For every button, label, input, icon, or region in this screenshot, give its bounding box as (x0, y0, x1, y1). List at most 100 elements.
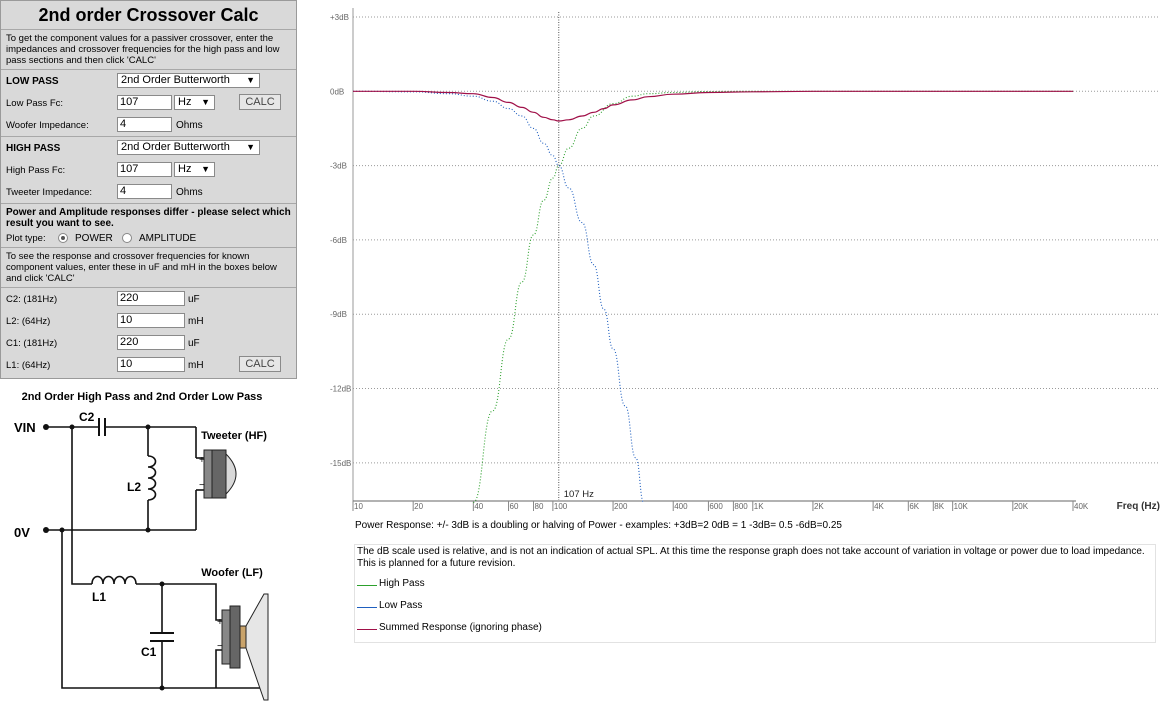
x-axis-label: Freq (Hz) (1117, 501, 1160, 512)
x-tick-label: 400 (674, 502, 688, 511)
component-unit: mH (188, 316, 204, 327)
tweeter-impedance-unit: Ohms (176, 187, 203, 198)
high-pass-fc-row: High Pass Fc: 107 Hz ▼ (1, 159, 296, 181)
high-pass-fc-unit-select[interactable]: Hz ▼ (174, 162, 215, 177)
circuit-nodes (43, 424, 165, 691)
x-tick-label: 20K (1014, 502, 1029, 511)
high-pass-type-select[interactable]: 2nd Order Butterworth ▼ (117, 140, 260, 155)
low-pass-heading: LOW PASS (6, 76, 59, 87)
c1-label: C1 (141, 645, 157, 659)
x-tick-label: 80 (535, 502, 544, 511)
c1-value-input[interactable]: 220 (117, 335, 185, 350)
high-pass-fc-unit-value: Hz (178, 163, 192, 175)
component-row: C2: (181Hz) 220 uF (1, 288, 296, 310)
intro-text: To get the component values for a passiv… (1, 30, 296, 70)
tweeter-speaker-icon: + − (199, 449, 237, 499)
svg-text:+: + (199, 455, 205, 466)
tweeter-impedance-input[interactable]: 4 (117, 184, 172, 199)
low-pass-series-line (352, 90, 645, 504)
low-pass-type-select[interactable]: 2nd Order Butterworth ▼ (117, 73, 260, 88)
low-pass-type-row: LOW PASS 2nd Order Butterworth ▼ (1, 70, 296, 92)
x-tick-label: 8K (934, 502, 944, 511)
component-unit: uF (188, 294, 200, 305)
component-row: C1: (181Hz) 220 uF (1, 332, 296, 354)
db-scale-disclaimer: The dB scale used is relative, and is no… (357, 546, 1145, 569)
x-tick-label: 100 (554, 502, 568, 511)
x-tick-label: 800 (734, 502, 748, 511)
calc-button[interactable]: CALC (239, 94, 281, 110)
calc-components-button[interactable]: CALC (239, 356, 281, 372)
y-tick-label: -15dB (330, 459, 351, 468)
c2-label: C2 (79, 410, 95, 424)
high-pass-fc-input[interactable]: 107 (117, 162, 172, 177)
power-radio-label: POWER (75, 233, 113, 244)
svg-text:−: − (199, 480, 205, 491)
c2-capacitor (98, 418, 106, 436)
y-tick-label: +3dB (330, 13, 349, 22)
x-tick-label: 1K (754, 502, 764, 511)
l1-label: L1 (92, 590, 106, 604)
power-radio[interactable] (58, 233, 68, 243)
legend-swatch (357, 629, 377, 630)
l1-value-input[interactable]: 10 (117, 357, 185, 372)
chart-series (352, 90, 1073, 504)
amplitude-radio[interactable] (122, 233, 132, 243)
tweeter-impedance-row: Tweeter Impedance: 4 Ohms (1, 181, 296, 204)
c2-value-input[interactable]: 220 (117, 291, 185, 306)
low-pass-fc-unit-value: Hz (178, 96, 192, 108)
woofer-speaker-icon: + − (217, 593, 269, 701)
l1-inductor (91, 575, 137, 585)
y-tick-label: -6dB (330, 236, 347, 245)
x-tick-label: 40 (474, 502, 483, 511)
x-tick-label: 10 (354, 502, 363, 511)
crossover-calculator-panel: 2nd order Crossover Calc To get the comp… (0, 0, 297, 379)
tweeter-label: Tweeter (HF) (201, 430, 267, 442)
high-pass-fc-label: High Pass Fc: (6, 165, 66, 176)
response-chart: +3dB 0dB -3dB -6dB -9dB -12dB -15dB 10 20 40 60 80 1… (330, 8, 1160, 512)
legend-label: Low Pass (379, 600, 423, 611)
plot-type-label: Plot type: (6, 233, 46, 244)
low-pass-fc-row: Low Pass Fc: 107 Hz ▼ CALC (1, 92, 296, 114)
component-label: L1: (64Hz) (6, 360, 51, 371)
component-label: C1: (181Hz) (6, 338, 58, 349)
high-pass-type-row: HIGH PASS 2nd Order Butterworth ▼ (1, 137, 296, 159)
l2-label: L2 (127, 480, 141, 494)
tweeter-impedance-label: Tweeter Impedance: (6, 187, 93, 198)
x-tick-label: 10K (954, 502, 969, 511)
x-tick-label: 600 (709, 502, 723, 511)
low-pass-type-value: 2nd Order Butterworth (121, 74, 230, 86)
zero-v-label: 0V (14, 525, 30, 540)
woofer-impedance-input[interactable]: 4 (117, 117, 172, 132)
woofer-impedance-row: Woofer Impedance: 4 Ohms (1, 114, 296, 137)
y-tick-label: -3dB (330, 162, 347, 171)
low-pass-fc-unit-select[interactable]: Hz ▼ (174, 95, 215, 110)
x-tick-label: 4K (874, 502, 884, 511)
x-tick-label: 40K (1074, 502, 1089, 511)
chevron-down-icon: ▼ (201, 164, 210, 174)
component-row: L2: (64Hz) 10 mH (1, 310, 296, 332)
component-row: L1: (64Hz) 10 mH CALC (1, 354, 296, 376)
crossover-circuit-diagram: 2nd Order High Pass and 2nd Order Low Pa… (14, 391, 269, 701)
legend-swatch (357, 607, 377, 608)
component-unit: uF (188, 338, 200, 349)
x-tick-label: 20 (414, 502, 423, 511)
legend-label: High Pass (379, 578, 425, 589)
known-values-note: To see the response and crossover freque… (1, 248, 296, 288)
summed-response-series-line (353, 90, 1073, 122)
circuit-title: 2nd Order High Pass and 2nd Order Low Pa… (22, 391, 263, 403)
chart-legend: The dB scale used is relative, and is no… (354, 544, 1156, 643)
c1-capacitor (150, 632, 174, 642)
chevron-down-icon: ▼ (246, 75, 255, 85)
amplitude-radio-label: AMPLITUDE (139, 233, 197, 244)
component-unit: mH (188, 360, 204, 371)
x-tick-label: 6K (909, 502, 919, 511)
x-tick-label: 60 (510, 502, 519, 511)
calculator-title: 2nd order Crossover Calc (1, 1, 296, 30)
l2-value-input[interactable]: 10 (117, 313, 185, 328)
y-tick-label: 0dB (330, 87, 344, 96)
x-tick-label: 200 (614, 502, 628, 511)
legend-swatch (357, 585, 377, 586)
component-label: L2: (64Hz) (6, 316, 51, 327)
low-pass-fc-input[interactable]: 107 (117, 95, 172, 110)
high-pass-series-line (472, 90, 1073, 504)
